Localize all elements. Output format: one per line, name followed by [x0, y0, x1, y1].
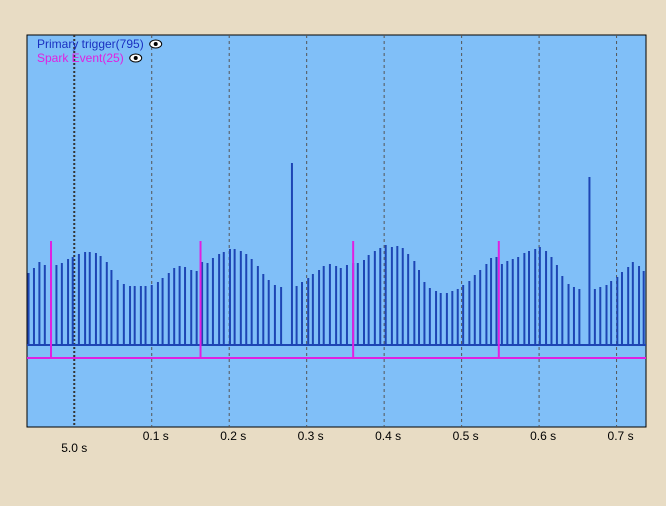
x-tick-label: 0.4 s: [375, 429, 401, 443]
x-tick-label: 0.3 s: [298, 429, 324, 443]
x-tick-label: 0.2 s: [220, 429, 246, 443]
visibility-icon-pupil: [133, 56, 138, 60]
x-tick-label: 0.6 s: [530, 429, 556, 443]
legend-entry: Spark Event(25): [37, 51, 124, 65]
x-tick-label: 0.5 s: [453, 429, 479, 443]
legend-entry: Primary trigger(795): [37, 37, 144, 51]
x-tick-label: 0.7 s: [608, 429, 634, 443]
visibility-icon-pupil: [153, 42, 158, 46]
x-tick-label: 5.0 s: [61, 441, 87, 455]
x-tick-label: 0.1 s: [143, 429, 169, 443]
plot-area: [26, 34, 647, 428]
